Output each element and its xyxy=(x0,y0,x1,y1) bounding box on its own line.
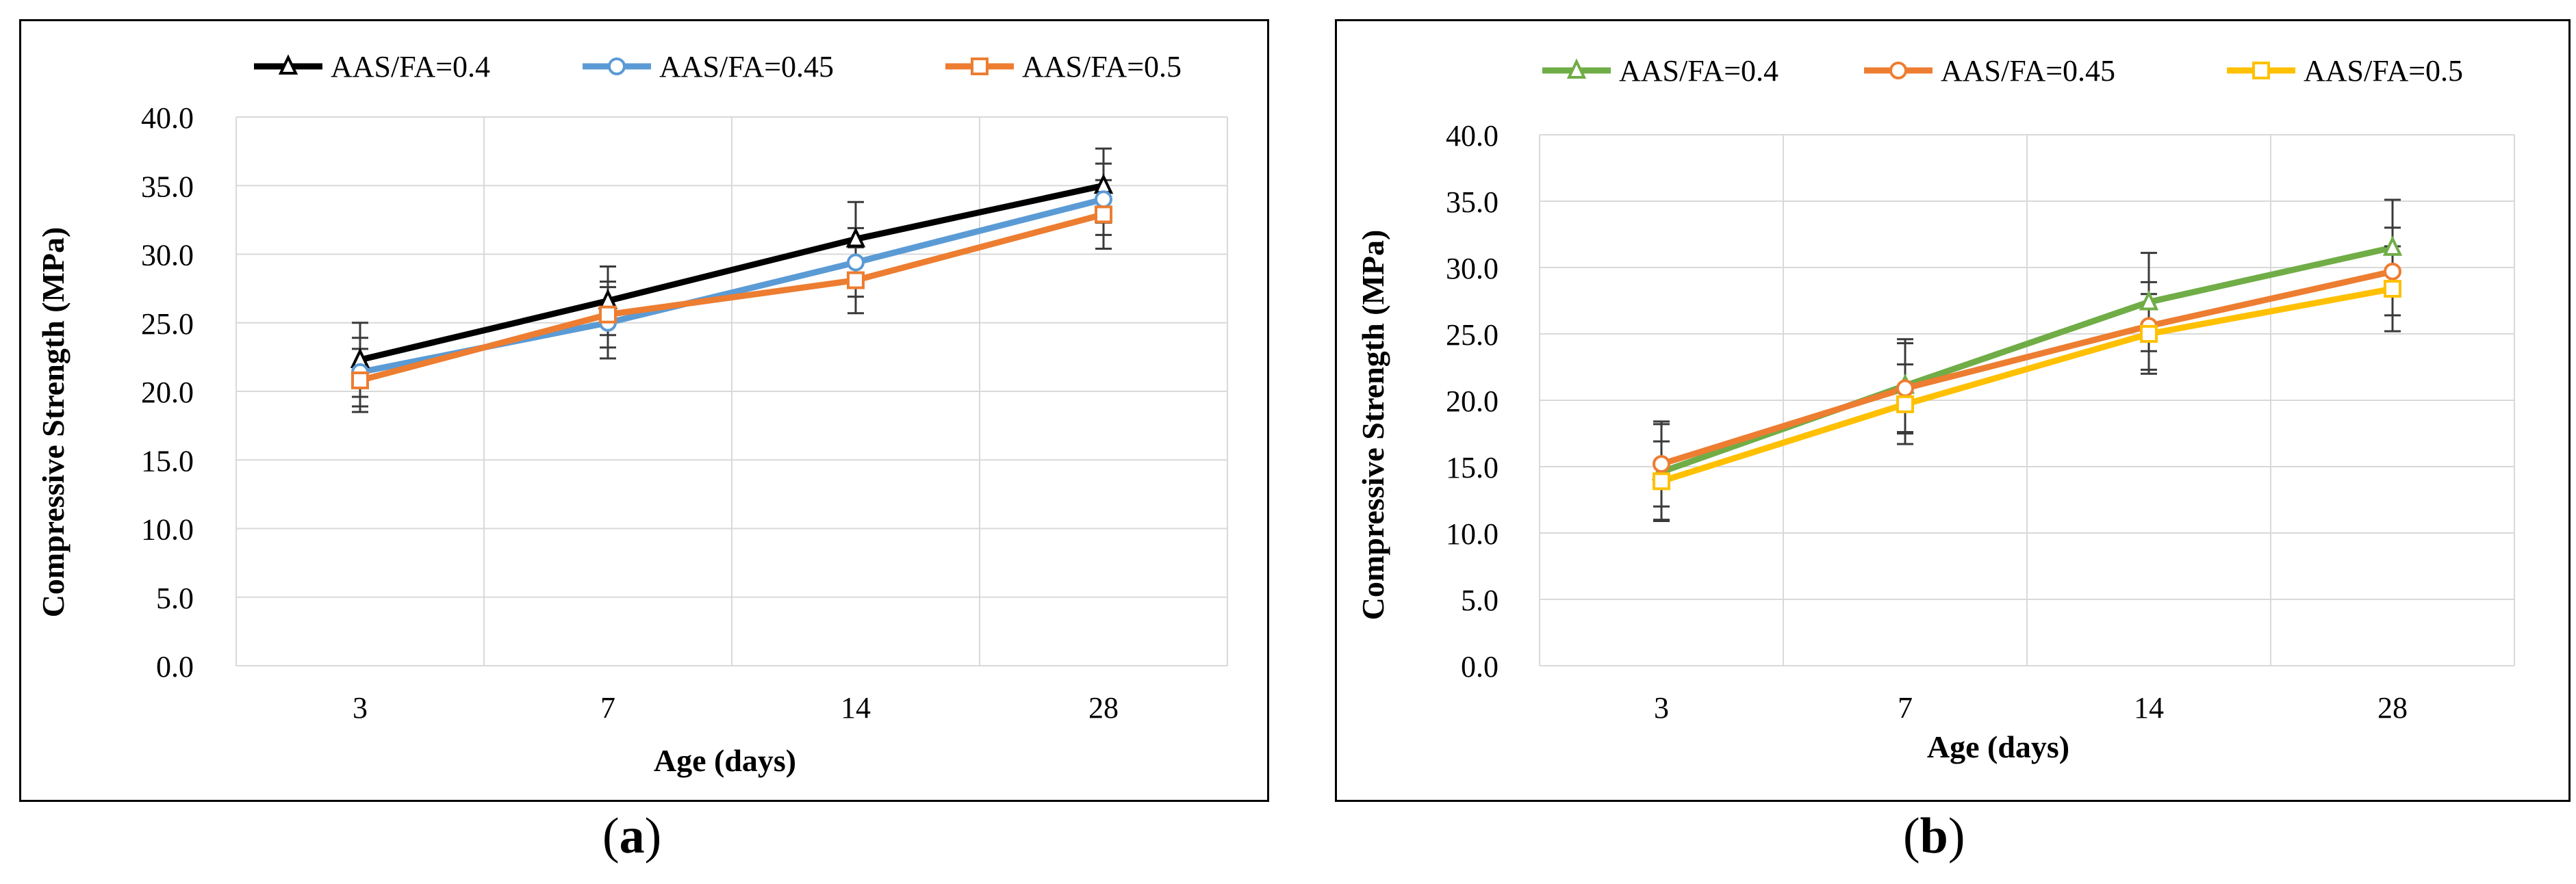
chart-b-ytick-label: 35.0 xyxy=(1446,185,1499,219)
chart-a-series-line-2 xyxy=(359,211,1105,384)
chart-b-xtick-label: 28 xyxy=(2377,691,2408,725)
caption-b: (b) xyxy=(1903,808,1965,864)
chart-b-point xyxy=(1896,379,1914,398)
chart-b-point xyxy=(2140,325,2158,343)
chart-b-point xyxy=(1653,455,1670,473)
chart-a-point xyxy=(1093,173,1114,194)
chart-a-legend-label: AAS/FA=0.5 xyxy=(1022,50,1182,83)
chart-a-ytick-label: 30.0 xyxy=(141,239,194,272)
chart-a-ytick-label: 10.0 xyxy=(141,513,194,547)
chart-a-legend-label: AAS/FA=0.4 xyxy=(331,50,490,83)
chart-panel-a: 0.0 5.0 10.0 15.0 20.0 25.0 30.0 35.0 40.0 3 7 14 28… xyxy=(19,19,1269,802)
chart-b-ytick-label: 0.0 xyxy=(1461,650,1499,684)
chart-panel-b: 0.0 5.0 10.0 15.0 20.0 25.0 30.0 35.0 40.0 3 7 14 28… xyxy=(1335,19,2571,802)
chart-a-point xyxy=(1095,190,1112,209)
chart-a-ylabel: Compressive Strength (MPa) xyxy=(36,227,71,618)
chart-b-xlabel: Age (days) xyxy=(1927,729,2069,764)
chart-b-legend-item: AAS/FA=0.5 xyxy=(2227,54,2463,88)
chart-b-ytick-label: 40.0 xyxy=(1446,119,1499,153)
chart-a-point xyxy=(1095,205,1112,224)
chart-a-legend-marker xyxy=(608,57,626,75)
chart-b-point xyxy=(1653,472,1670,491)
chart-b-legend-label: AAS/FA=0.5 xyxy=(2304,54,2463,88)
chart-a-ytick-label: 15.0 xyxy=(141,444,194,478)
chart-a-xlabel: Age (days) xyxy=(654,743,796,778)
chart-b-xtick-label: 14 xyxy=(2134,691,2164,725)
chart-a-svg: 0.0 5.0 10.0 15.0 20.0 25.0 30.0 35.0 40.0 3 7 14 28… xyxy=(36,50,1228,778)
chart-a-ytick-label: 0.0 xyxy=(156,650,194,684)
chart-a-legend-marker xyxy=(278,54,298,75)
chart-a-ytick-label: 5.0 xyxy=(156,582,194,615)
chart-a-legend-marker xyxy=(971,57,989,75)
chart-b-legend-item: AAS/FA=0.45 xyxy=(1864,54,2115,88)
caption-a: (a) xyxy=(602,808,662,864)
chart-a-point xyxy=(847,271,865,289)
chart-b-point xyxy=(2384,262,2401,281)
chart-a-legend-item: AAS/FA=0.4 xyxy=(254,50,490,83)
chart-b-legend-label: AAS/FA=0.4 xyxy=(1619,54,1778,88)
chart-b-series-line-1 xyxy=(1660,268,2393,467)
chart-b-ytick-label: 15.0 xyxy=(1446,451,1499,484)
chart-b-legend-marker xyxy=(1566,58,1587,79)
chart-b-xtick-label: 7 xyxy=(1898,691,1913,725)
chart-a-point xyxy=(351,371,369,389)
chart-b-point xyxy=(1896,395,1914,413)
chart-b-legend-item: AAS/FA=0.4 xyxy=(1542,54,1778,88)
chart-a-ytick-label: 25.0 xyxy=(141,307,194,341)
chart-b-ytick-label: 20.0 xyxy=(1446,385,1499,418)
chart-a-point xyxy=(847,253,865,272)
chart-b-ytick-label: 30.0 xyxy=(1446,252,1499,285)
chart-b-ytick-label: 10.0 xyxy=(1446,517,1499,551)
chart-b-point xyxy=(2139,289,2159,311)
chart-a-series-line-0 xyxy=(359,182,1104,363)
chart-a-ytick-label: 20.0 xyxy=(141,376,194,409)
chart-a-legend-item: AAS/FA=0.5 xyxy=(945,50,1182,83)
chart-a-xtick-label: 14 xyxy=(841,691,871,725)
chart-b-point xyxy=(2384,280,2401,298)
chart-a-xtick-label: 3 xyxy=(353,691,368,725)
chart-b-svg: 0.0 5.0 10.0 15.0 20.0 25.0 30.0 35.0 40.0 3 7 14 28… xyxy=(1355,54,2515,764)
chart-a-ytick-label: 35.0 xyxy=(141,170,194,203)
chart-b-xtick-label: 3 xyxy=(1654,691,1669,725)
chart-a-legend-item: AAS/FA=0.45 xyxy=(583,50,834,83)
chart-a-point xyxy=(845,226,866,248)
chart-b-legend-marker xyxy=(2252,62,2270,79)
chart-b-legend-marker xyxy=(1889,62,1907,79)
chart-a-xtick-label: 7 xyxy=(600,691,615,725)
chart-a-xtick-label: 28 xyxy=(1088,691,1119,725)
chart-a-legend-label: AAS/FA=0.45 xyxy=(659,50,834,83)
chart-a-point xyxy=(598,289,618,309)
chart-b-ytick-label: 5.0 xyxy=(1461,584,1499,617)
chart-b-point xyxy=(2382,235,2403,256)
chart-b-ylabel: Compressive Strength (MPa) xyxy=(1355,230,1390,621)
chart-b-legend-label: AAS/FA=0.45 xyxy=(1941,54,2115,88)
chart-b-series-line-2 xyxy=(1660,285,2393,484)
chart-b-ytick-label: 25.0 xyxy=(1446,318,1499,352)
chart-a-point xyxy=(599,305,617,324)
chart-a-ytick-label: 40.0 xyxy=(141,101,194,135)
